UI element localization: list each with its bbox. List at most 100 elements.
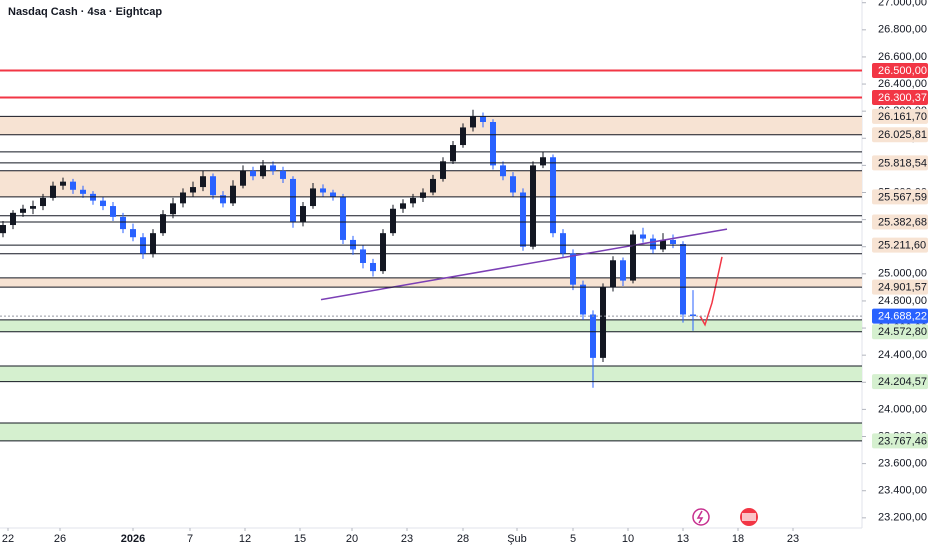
candle-body [210,176,216,196]
candle-body [480,116,486,123]
candle-body [650,238,656,250]
candle-body [420,192,426,198]
price-tag-label: 24.688,22 [878,310,927,322]
price-tag [872,279,928,295]
candle-body [300,206,306,223]
price-tag [872,127,928,143]
candle-body [450,145,456,162]
price-tag-label: 26.300,37 [878,92,927,104]
candle-body [370,262,376,272]
candle-body [590,314,596,358]
candle-body [230,185,236,204]
candle-body [690,314,696,317]
candle-body [460,127,466,146]
y-tick-label: 24.800,00 [878,295,927,307]
x-tick-label: 20 [346,533,358,545]
price-tag-label: 25.211,60 [878,240,926,252]
candle-body [400,203,406,209]
candle-body [130,229,136,238]
y-tick-label: 26.600,00 [878,51,927,63]
candle-body [240,170,246,186]
candle-body [170,203,176,215]
x-tick-label: 13 [677,533,689,545]
candle-body [380,233,386,272]
y-tick-label: 23.200,00 [878,512,927,524]
candle-body [580,284,586,315]
zone [0,422,862,441]
candle-body [290,178,296,223]
candle-body [260,165,266,177]
candle-body [60,181,66,186]
candle-body [180,192,186,204]
candle-body [550,157,556,234]
candle-body [200,176,206,188]
price-tag-label: 25.382,68 [878,216,927,228]
candle-body [680,244,686,315]
price-tag-label: 24.572,80 [878,326,927,338]
icon[interactable] [692,508,710,526]
zone [0,366,862,382]
plot [0,109,862,441]
candle-body [390,208,396,234]
price-tag-label: 23.767,46 [878,435,927,447]
candle-body [160,214,166,234]
candle-body [440,161,446,179]
price-tag [872,90,928,106]
price-tag [872,155,928,171]
price-tag-label: 26.025,81 [878,129,927,141]
icons [692,508,758,526]
candle-body [670,239,676,245]
candle-body [430,178,436,193]
candle-body [270,165,276,171]
candle-body [500,165,506,177]
x-tick-label: 12 [239,533,251,545]
y-tick-label: 23.600,00 [878,458,927,470]
x-tick-label: Şub [507,533,527,545]
chart-title: Nasdaq Cash · 4sa · Eightcap [8,6,162,18]
candle-body [520,192,526,247]
candle-body [110,206,116,217]
icon [696,510,704,524]
x-tick-label: 10 [622,533,634,545]
candle-body [50,185,56,198]
projection [699,256,723,327]
candle-body [190,187,196,193]
candle-body [280,170,286,179]
candle-body [30,206,36,209]
price-tag [872,433,928,449]
candle-body [640,234,646,239]
candle-body [100,200,106,207]
candle-body [490,122,496,166]
price-tag-label: 25.567,59 [878,191,927,203]
price-tag [872,324,928,340]
x-tick-label: 2026 [121,533,145,545]
candle-body [320,188,326,193]
y-tick-label: 24.000,00 [878,403,927,415]
candle-body [510,176,516,193]
price-tag [872,374,928,390]
price-tag [872,237,928,253]
candle-body [250,170,256,177]
y-tick-label: 24.400,00 [878,349,927,361]
y-tick-label: 26.400,00 [878,78,927,90]
icon [742,513,756,521]
price-tag-label: 24.204,57 [878,376,927,388]
price-tag-label: 25.818,54 [878,157,927,169]
candle-body [620,260,626,281]
candle-body [570,253,576,285]
price-tag [872,189,928,205]
x-tick-label: 22 [2,533,14,545]
candle-body [340,196,346,240]
candle-body [630,234,636,281]
candle-body [10,212,16,226]
zone [0,116,862,135]
candle-body [80,189,86,194]
y-tick-label: 27.000,00 [878,0,927,9]
x-tick-label: 5 [570,533,576,545]
price-tag [872,108,928,124]
candle-body [330,192,336,197]
candle-body [470,116,476,128]
candle-body [410,197,416,204]
y-tick-label: 23.400,00 [878,485,927,497]
